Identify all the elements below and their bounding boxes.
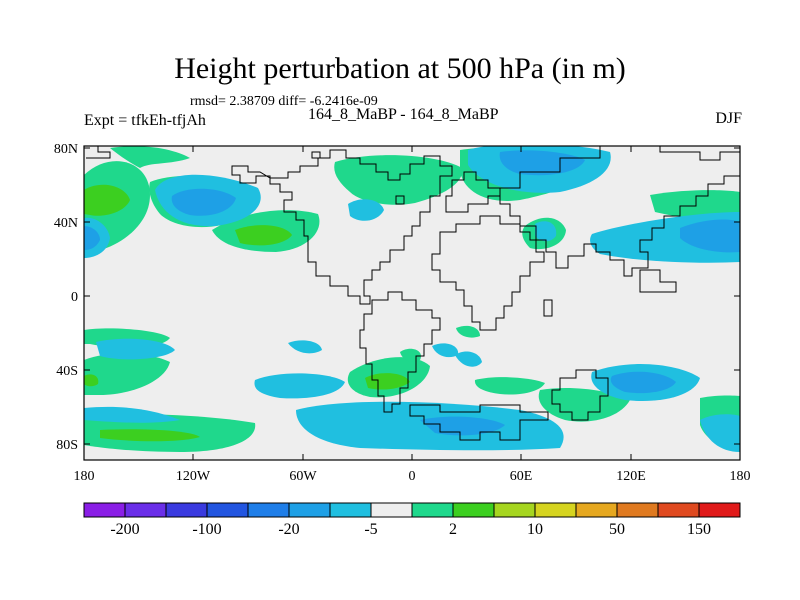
contour-positive-core bbox=[84, 184, 130, 216]
contour-negative-core bbox=[499, 150, 585, 176]
colorbar bbox=[83, 502, 741, 518]
contour-negative-core bbox=[171, 188, 236, 216]
contour-positive bbox=[110, 146, 190, 168]
contour-positive bbox=[456, 325, 480, 338]
colorbar-swatch bbox=[698, 502, 741, 518]
map-title: Height perturbation at 500 hPa (in m) bbox=[174, 52, 626, 85]
colorbar-swatch bbox=[247, 502, 290, 518]
experiment-label: Expt = tfkEh-tfjAh bbox=[84, 112, 206, 129]
lat-tick-label: 80S bbox=[56, 438, 78, 453]
longitude-labels: 180 120W 60W 0 60E 120E 180 bbox=[74, 469, 751, 484]
contour-negative-core bbox=[420, 416, 505, 436]
contour-positive-core bbox=[365, 373, 410, 390]
contour-positive bbox=[474, 377, 545, 395]
colorbar-swatch bbox=[411, 502, 454, 518]
contour-negative bbox=[432, 343, 459, 358]
lat-tick-label: 0 bbox=[71, 290, 78, 305]
season-label: DJF bbox=[715, 110, 742, 127]
contour-negative bbox=[348, 199, 384, 221]
lat-tick-label: 80N bbox=[54, 142, 78, 157]
stats-subtitle: rmsd= 2.38709 diff= -6.2416e-09 bbox=[190, 94, 378, 109]
colorbar-swatch bbox=[206, 502, 249, 518]
contour-positive-core bbox=[84, 374, 99, 387]
colorbar-label: 150 bbox=[687, 521, 711, 538]
colorbar-labels: -200 -100 -20 -5 2 10 50 150 bbox=[110, 521, 711, 538]
contour-fields bbox=[84, 146, 740, 452]
lon-tick-label: 60W bbox=[289, 469, 317, 484]
lon-tick-label: 180 bbox=[74, 469, 95, 484]
colorbar-label: 10 bbox=[527, 521, 543, 538]
contour-negative bbox=[288, 340, 322, 354]
coastlines bbox=[86, 146, 740, 441]
lon-tick-label: 120E bbox=[616, 469, 646, 484]
contour-negative bbox=[96, 338, 175, 360]
colorbar-swatch bbox=[165, 502, 208, 518]
contour-negative bbox=[254, 373, 345, 399]
colorbar-swatch bbox=[575, 502, 618, 518]
contour-positive-core bbox=[100, 429, 200, 442]
lon-tick-label: 120W bbox=[176, 469, 211, 484]
contour-negative bbox=[455, 351, 482, 367]
contour-negative bbox=[84, 406, 180, 423]
contour-positive bbox=[84, 353, 170, 395]
colorbar-swatch bbox=[370, 502, 413, 518]
colorbar-label: -100 bbox=[192, 521, 221, 538]
colorbar-label: -200 bbox=[110, 521, 139, 538]
map-panel: 80N 40N 0 40S 80S 180 120W 60W 0 60E 120… bbox=[54, 142, 751, 484]
colorbar-swatch bbox=[124, 502, 167, 518]
lon-tick-label: 180 bbox=[730, 469, 751, 484]
axis-ticks bbox=[84, 146, 740, 460]
contour-positive-core bbox=[235, 225, 292, 246]
colorbar-label: -20 bbox=[278, 521, 299, 538]
colorbar-label: 50 bbox=[609, 521, 625, 538]
lon-tick-label: 60E bbox=[510, 469, 533, 484]
period-label: 164_8_MaBP - 164_8_MaBP bbox=[308, 106, 499, 123]
contour-negative bbox=[700, 414, 740, 452]
colorbar-swatch bbox=[657, 502, 700, 518]
colorbar-label: -5 bbox=[364, 521, 377, 538]
lat-tick-label: 40S bbox=[56, 364, 78, 379]
latitude-labels: 80N 40N 0 40S 80S bbox=[54, 142, 78, 453]
contour-negative-core bbox=[680, 219, 740, 253]
colorbar-label: 2 bbox=[449, 521, 457, 538]
lat-tick-label: 40N bbox=[54, 216, 78, 231]
colorbar-swatch bbox=[534, 502, 577, 518]
colorbar-swatch bbox=[83, 502, 126, 518]
lon-tick-label: 0 bbox=[409, 469, 416, 484]
colorbar-swatch bbox=[452, 502, 495, 518]
colorbar-swatch bbox=[616, 502, 659, 518]
contour-negative-core bbox=[84, 226, 100, 250]
colorbar-swatch bbox=[493, 502, 536, 518]
colorbar-swatch bbox=[329, 502, 372, 518]
contour-negative-core bbox=[610, 371, 676, 394]
contour-negative bbox=[535, 221, 557, 242]
colorbar-swatch bbox=[288, 502, 331, 518]
